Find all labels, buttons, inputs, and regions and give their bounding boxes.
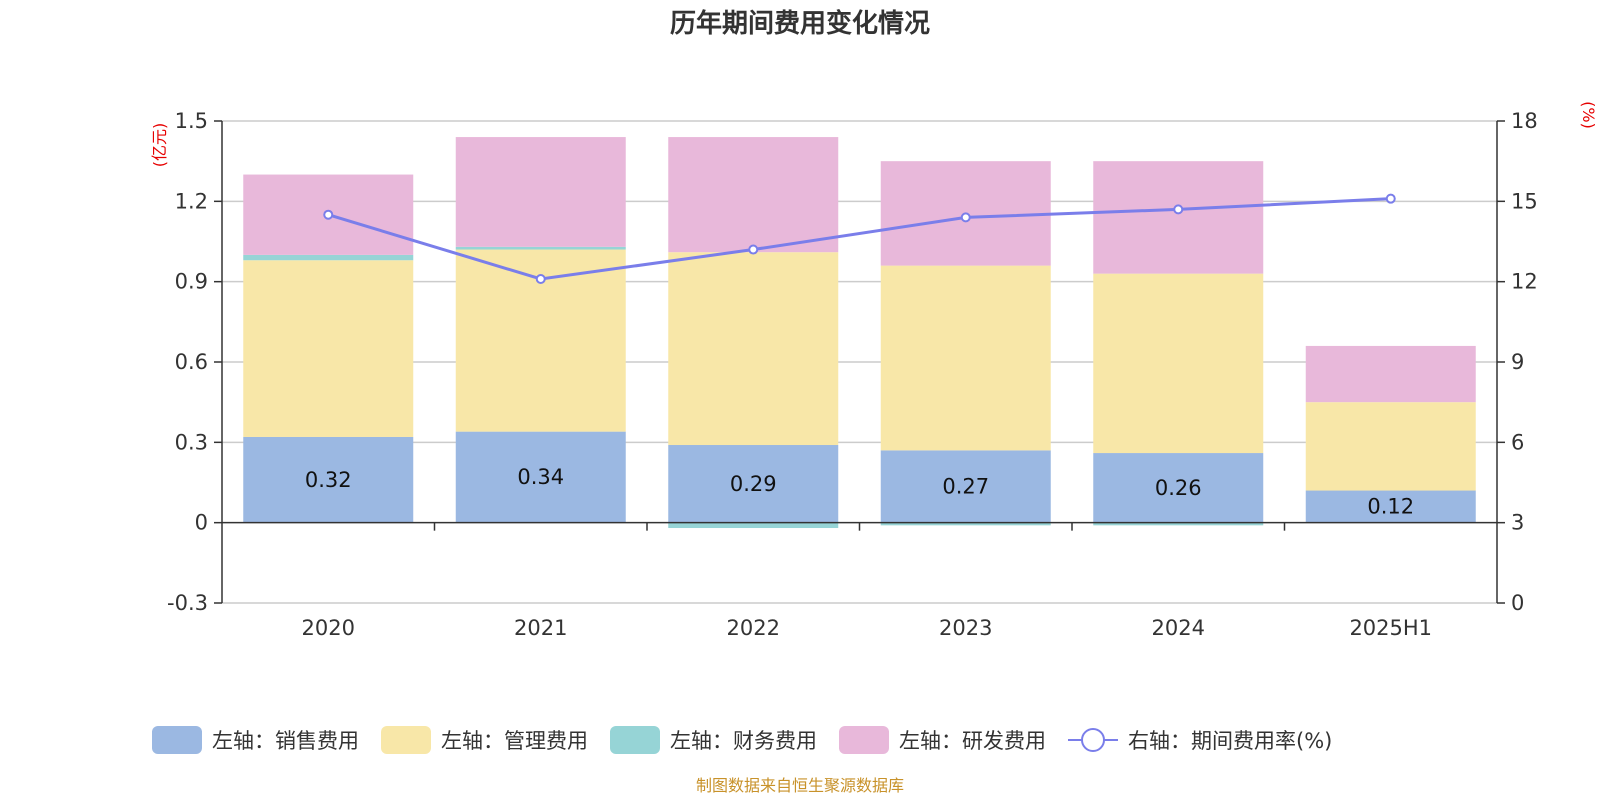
bar-data-label: 0.34	[517, 465, 564, 489]
right-tick-label: 6	[1511, 430, 1524, 454]
legend-swatch	[839, 726, 889, 754]
source-note: 制图数据来自恒生聚源数据库	[696, 776, 904, 795]
right-axis-unit: (%)	[1579, 101, 1598, 129]
legend-swatch-marker	[1081, 728, 1105, 752]
x-tick-label: 2020	[302, 616, 355, 640]
bar-segment	[880, 265, 1051, 451]
bar-segment	[243, 260, 414, 437]
rate-line	[323, 193, 1396, 284]
bar-labels: 0.32 0.34 0.29 0.27 0.26 0.12	[305, 465, 1414, 518]
bar-segment	[455, 431, 626, 523]
right-tick-label: 15	[1511, 189, 1538, 213]
legend-label: 左轴：研发费用	[899, 729, 1046, 753]
left-tick-label: 0	[195, 511, 208, 535]
bar-segment	[1093, 453, 1264, 523]
rate-point	[1173, 204, 1184, 215]
rate-point	[535, 273, 546, 284]
gridlines	[222, 120, 1497, 604]
legend-label: 左轴：财务费用	[670, 729, 817, 753]
legend-swatch	[610, 726, 660, 754]
x-tick-label: 2023	[939, 616, 992, 640]
bar-segment	[1305, 490, 1476, 523]
left-tick-label: 0.9	[175, 270, 208, 294]
rate-point	[323, 209, 334, 220]
bar-segment	[668, 252, 839, 446]
bar-segment	[880, 450, 1051, 523]
left-tick-label: 1.5	[175, 109, 208, 133]
legend-swatch	[152, 726, 202, 754]
axes: -0.3 0 0.3 0.6 0.9 1.2 1.5 0 3 6 9 12 15 18 2020 2021 20…	[167, 109, 1538, 640]
legend-swatch	[381, 726, 431, 754]
bar-segment	[243, 254, 414, 261]
right-tick-label: 3	[1511, 511, 1524, 535]
bar-segment	[455, 137, 626, 247]
bar-segment	[668, 445, 839, 523]
right-tick-label: 18	[1511, 109, 1538, 133]
legend-label: 左轴：销售费用	[212, 729, 359, 753]
rate-series-line	[327, 197, 1391, 281]
x-tick-label: 2024	[1152, 616, 1205, 640]
bar-segment	[1305, 402, 1476, 491]
x-tick-label: 2025H1	[1349, 616, 1432, 640]
bar-segment	[668, 522, 839, 529]
right-tick-label: 0	[1511, 591, 1524, 615]
bar-segment	[455, 246, 626, 250]
bar-segment	[243, 436, 414, 523]
bar-segment	[1093, 161, 1264, 274]
right-tick-label: 12	[1511, 270, 1538, 294]
left-tick-label: 0.6	[175, 350, 208, 374]
bar-data-label: 0.32	[305, 468, 352, 492]
legend: 左轴：销售费用 左轴：管理费用 左轴：财务费用 左轴：研发费用 右轴：期间费用率(%)	[152, 726, 1332, 754]
bar-segment	[880, 522, 1051, 526]
rate-point	[960, 212, 971, 223]
bar-data-label: 0.27	[942, 475, 989, 499]
bar-data-label: 0.12	[1367, 495, 1414, 519]
x-tick-label: 2022	[727, 616, 780, 640]
bar-segment	[1093, 522, 1264, 526]
legend-label: 右轴：期间费用率(%)	[1128, 729, 1332, 753]
bar-data-label: 0.26	[1155, 476, 1202, 500]
rate-point	[1385, 193, 1396, 204]
x-tick-label: 2021	[514, 616, 567, 640]
left-tick-label: 1.2	[175, 189, 208, 213]
bar-data-label: 0.29	[730, 472, 777, 496]
bar-segment	[668, 137, 839, 253]
right-tick-label: 9	[1511, 350, 1524, 374]
bar-segment	[1305, 345, 1476, 403]
bars	[243, 137, 1476, 529]
chart-title: 历年期间费用变化情况	[670, 8, 930, 39]
bar-segment	[1093, 273, 1264, 454]
rate-point	[748, 244, 759, 255]
left-tick-label: -0.3	[167, 591, 208, 615]
left-axis-unit: (亿元)	[150, 123, 169, 168]
left-tick-label: 0.3	[175, 430, 208, 454]
legend-label: 左轴：管理费用	[441, 729, 588, 753]
